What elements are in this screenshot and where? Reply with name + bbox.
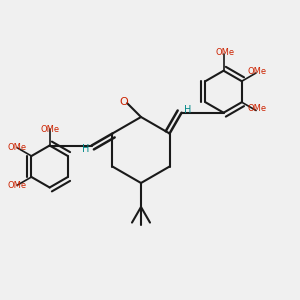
Text: OMe: OMe <box>40 124 59 134</box>
Text: O: O <box>120 97 129 107</box>
Text: OMe: OMe <box>8 143 27 152</box>
Text: OMe: OMe <box>248 67 267 76</box>
Text: OMe: OMe <box>248 104 267 113</box>
Text: H: H <box>82 143 89 154</box>
Text: OMe: OMe <box>8 181 27 190</box>
Text: OMe: OMe <box>215 48 235 57</box>
Text: H: H <box>184 105 191 115</box>
